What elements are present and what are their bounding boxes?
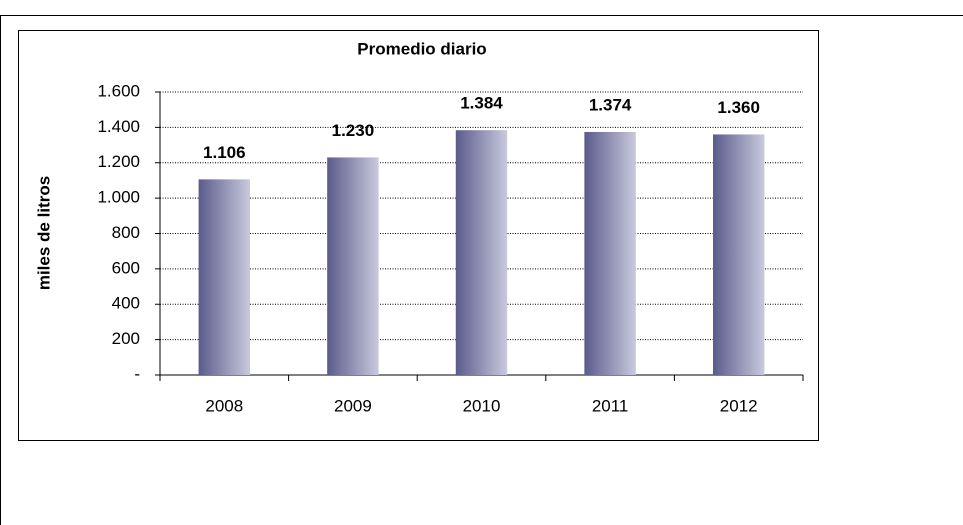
x-tick-label: 2012 [720, 396, 758, 415]
y-tick-label: 1.400 [97, 117, 140, 136]
y-tick-label: 1.600 [97, 81, 140, 100]
value-label: 1.360 [717, 98, 760, 117]
y-tick-label: 600 [112, 258, 140, 277]
x-tick-label: 2011 [592, 396, 629, 415]
bar [712, 134, 765, 375]
y-tick-label: 1.000 [97, 188, 140, 207]
chart-title: Promedio diario [357, 39, 486, 58]
chart-frame [18, 30, 819, 441]
y-tick-label: 800 [112, 223, 140, 242]
bar [455, 130, 508, 375]
y-tick-label: - [134, 364, 140, 383]
y-axis-label: miles de litros [34, 176, 53, 290]
page-frame [0, 15, 963, 525]
x-tick-label: 2010 [463, 396, 501, 415]
value-label: 1.374 [589, 95, 632, 114]
bar [327, 157, 379, 375]
x-tick-label: 2008 [205, 396, 243, 415]
bar [584, 131, 636, 375]
bar [198, 179, 251, 375]
y-tick-label: 400 [112, 294, 140, 313]
value-label: 1.106 [203, 143, 246, 162]
y-tick-label: 200 [112, 329, 140, 348]
value-label: 1.230 [332, 121, 375, 140]
y-tick-label: 1.200 [97, 152, 140, 171]
x-tick-label: 2009 [334, 396, 372, 415]
value-label: 1.384 [460, 94, 503, 113]
